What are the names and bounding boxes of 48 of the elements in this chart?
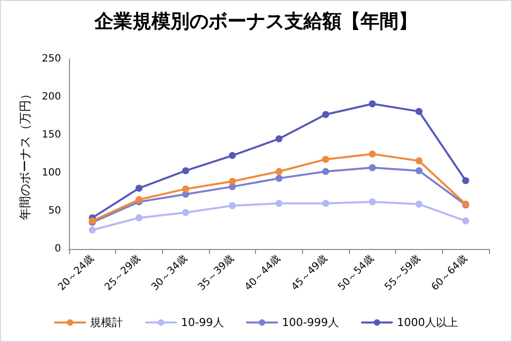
point xyxy=(182,167,190,174)
point xyxy=(182,185,190,192)
point xyxy=(88,226,96,234)
point xyxy=(416,157,422,164)
x-tick-label: 50～54歳 xyxy=(336,252,376,294)
point xyxy=(416,108,422,115)
point xyxy=(322,156,330,163)
point xyxy=(276,135,282,142)
x-tick-label: 55～59歳 xyxy=(382,252,423,294)
point xyxy=(228,152,236,160)
point xyxy=(368,100,376,108)
y-tick-label: 100 xyxy=(42,168,61,178)
point xyxy=(322,110,330,118)
x-tick-label: 60～64歳 xyxy=(428,252,470,294)
point xyxy=(276,200,282,207)
point xyxy=(368,150,376,158)
point xyxy=(228,202,236,210)
legend-label: 100-999人 xyxy=(282,316,339,329)
x-tick-label: 40～44歳 xyxy=(242,252,283,294)
point xyxy=(368,164,376,172)
x-tick-label: 35～39歳 xyxy=(196,252,236,294)
point xyxy=(322,200,330,207)
chart-title: 企業規模別のボーナス支給額【年間】 xyxy=(94,10,418,32)
y-tick-label: 250 xyxy=(42,54,61,64)
point xyxy=(136,184,142,192)
x-tick-label: 25～29歳 xyxy=(102,252,143,294)
y-axis-title: 年間のボーナス（万円） xyxy=(18,88,32,220)
y-tick-label: 150 xyxy=(42,130,61,140)
point xyxy=(416,200,422,208)
point xyxy=(136,214,142,222)
point xyxy=(228,178,236,185)
point xyxy=(322,168,330,175)
y-tick-label: 200 xyxy=(42,92,61,102)
legend-label: 10-99人 xyxy=(181,316,224,329)
legend-label: 規模計 xyxy=(90,316,124,329)
point xyxy=(276,168,282,175)
point xyxy=(462,177,470,184)
legend-label: 1000人以上 xyxy=(396,316,458,329)
point xyxy=(368,198,376,206)
point xyxy=(416,167,422,174)
y-tick-label: 50 xyxy=(48,206,61,216)
point xyxy=(462,217,470,224)
y-tick-label: 0 xyxy=(54,244,61,254)
x-tick-label: 45～49歳 xyxy=(288,252,330,294)
point xyxy=(182,209,190,216)
x-tick-label: 30～34歳 xyxy=(148,252,190,294)
point xyxy=(276,174,282,182)
x-tick-label: 20～24歳 xyxy=(56,252,96,294)
